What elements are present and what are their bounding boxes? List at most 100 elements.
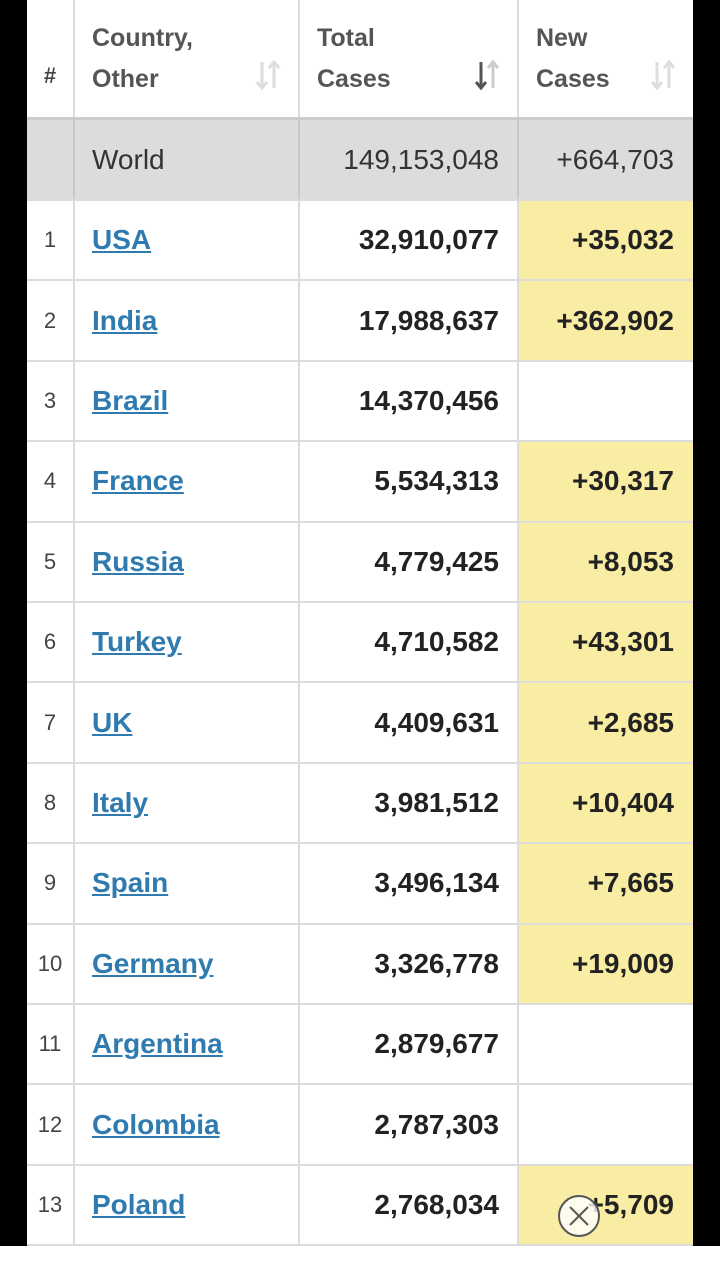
new-cell: +5,709 xyxy=(519,1165,693,1245)
total-cell: 32,910,077 xyxy=(300,201,519,280)
new-cell: +2,685 xyxy=(519,683,693,762)
rank-text: 2 xyxy=(43,307,57,333)
new-cell: +7,665 xyxy=(519,844,693,923)
country-text[interactable]: Spain xyxy=(92,867,169,899)
total-text: 2,879,677 xyxy=(374,1028,499,1060)
bottom-bar xyxy=(0,1246,720,1280)
rank-text: 1 xyxy=(43,227,57,253)
country-text[interactable]: Russia xyxy=(92,545,184,577)
table-row: 5 Russia 4,779,425 +8,053 xyxy=(27,522,693,603)
table-row: 13 Poland 2,768,034 +5,709 xyxy=(27,1165,693,1247)
table-row: 2 India 17,988,637 +362,902 xyxy=(27,281,693,362)
total-cell: 4,710,582 xyxy=(300,603,519,682)
total-cell: 3,981,512 xyxy=(300,763,519,843)
new-cell: +35,032 xyxy=(519,201,693,280)
country-text[interactable]: Germany xyxy=(92,947,214,979)
new-text: +30,317 xyxy=(572,465,674,497)
country-text[interactable]: USA xyxy=(92,224,152,256)
new-cell xyxy=(519,362,693,440)
country-cell: World xyxy=(75,120,300,199)
total-cell: 4,779,425 xyxy=(300,522,519,601)
total-text: 3,326,778 xyxy=(374,947,499,979)
country-header[interactable]: Country, Other xyxy=(75,0,300,117)
sort-icon xyxy=(474,59,500,91)
total-cell: 149,153,048 xyxy=(300,120,519,199)
total-text: 32,910,077 xyxy=(358,224,499,256)
new-cell xyxy=(519,1005,693,1083)
country-text[interactable]: UK xyxy=(92,706,133,738)
table-row: 10 Germany 3,326,778 +19,009 xyxy=(27,924,693,1005)
country-text[interactable]: Brazil xyxy=(92,384,169,416)
rank-header[interactable]: # xyxy=(27,0,75,117)
country-text: World xyxy=(92,143,165,175)
country-text[interactable]: Turkey xyxy=(92,626,182,658)
country-cell: Colombia xyxy=(75,1085,300,1164)
rank-cell: 9 xyxy=(27,844,75,923)
rank-text: 12 xyxy=(37,1111,63,1137)
new-cell: +30,317 xyxy=(519,442,693,521)
new-cell: +8,053 xyxy=(519,522,693,601)
total-header[interactable]: Total Cases xyxy=(300,0,519,117)
rank-text: 4 xyxy=(43,468,57,494)
country-cell: Argentina xyxy=(75,1005,300,1084)
total-text: 17,988,637 xyxy=(358,304,499,336)
rank-cell: 5 xyxy=(27,522,75,601)
total-cell: 2,768,034 xyxy=(300,1165,519,1245)
country-cell: Germany xyxy=(75,924,300,1003)
rank-cell xyxy=(27,120,75,199)
total-cell: 4,409,631 xyxy=(300,683,519,762)
rank-text: 3 xyxy=(43,387,57,413)
new-text: +2,685 xyxy=(587,706,674,738)
country-cell: Italy xyxy=(75,763,300,843)
table-row: 4 France 5,534,313 +30,317 xyxy=(27,442,693,523)
country-cell: UK xyxy=(75,683,300,762)
sort-icon xyxy=(650,59,676,91)
country-text[interactable]: Argentina xyxy=(92,1028,223,1060)
new-cell: +10,404 xyxy=(519,763,693,843)
table-row: 12 Colombia 2,787,303 xyxy=(27,1085,693,1166)
rank-text: 7 xyxy=(43,709,57,735)
rank-cell: 2 xyxy=(27,281,75,360)
rank-cell: 6 xyxy=(27,603,75,682)
rank-cell: 1 xyxy=(27,201,75,280)
rank-cell: 8 xyxy=(27,763,75,843)
table-row: 11 Argentina 2,879,677 xyxy=(27,1005,693,1086)
rank-text: 10 xyxy=(37,950,63,976)
total-cell: 2,787,303 xyxy=(300,1085,519,1164)
rank-cell: 7 xyxy=(27,683,75,762)
close-button[interactable] xyxy=(556,1193,602,1239)
table-row: 8 Italy 3,981,512 +10,404 xyxy=(27,763,693,845)
table-row: 3 Brazil 14,370,456 xyxy=(27,361,693,443)
country-text[interactable]: Poland xyxy=(92,1188,186,1220)
rank-text: 11 xyxy=(38,1031,62,1057)
new-text: +10,404 xyxy=(572,786,674,818)
total-cell: 14,370,456 xyxy=(300,361,519,441)
new-cell: +664,703 xyxy=(519,120,693,199)
table-row: 7 UK 4,409,631 +2,685 xyxy=(27,683,693,764)
country-cell: France xyxy=(75,442,300,521)
total-cell: 2,879,677 xyxy=(300,1005,519,1084)
country-text[interactable]: India xyxy=(92,304,158,336)
total-text: 2,787,303 xyxy=(374,1108,499,1140)
total-text: 3,496,134 xyxy=(374,867,499,899)
total-text: 2,768,034 xyxy=(374,1188,499,1220)
new-text: +7,665 xyxy=(587,867,674,899)
country-cell: Spain xyxy=(75,844,300,923)
country-text[interactable]: Colombia xyxy=(92,1108,220,1140)
new-text: +19,009 xyxy=(572,947,674,979)
new-text: +43,301 xyxy=(572,626,674,658)
total-cell: 5,534,313 xyxy=(300,442,519,521)
rank-cell: 11 xyxy=(27,1005,75,1084)
table: # Country, Other Total Cases New Cases W… xyxy=(27,0,693,1247)
total-text: 5,534,313 xyxy=(374,465,499,497)
country-cell: Turkey xyxy=(75,603,300,682)
table-row: 9 Spain 3,496,134 +7,665 xyxy=(27,844,693,925)
total-text: 149,153,048 xyxy=(343,143,499,175)
total-text: 3,981,512 xyxy=(374,786,499,818)
country-text[interactable]: Italy xyxy=(92,786,149,818)
rank-text: 13 xyxy=(37,1191,63,1217)
country-text[interactable]: France xyxy=(92,465,184,497)
rank-cell: 4 xyxy=(27,442,75,521)
table-row: 6 Turkey 4,710,582 +43,301 xyxy=(27,603,693,684)
new-header[interactable]: New Cases xyxy=(519,0,693,117)
